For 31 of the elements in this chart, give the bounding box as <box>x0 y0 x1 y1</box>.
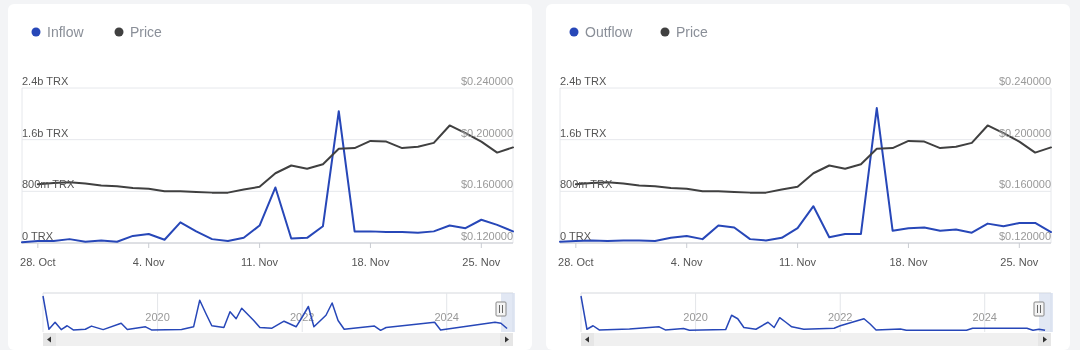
legend-label: Inflow <box>47 24 85 40</box>
x-tick-label: 2024 <box>434 311 459 323</box>
y-tick-label: 1.6b TRX <box>22 126 69 139</box>
x-tick-label: 2020 <box>683 311 708 323</box>
y-tick-label: 2.4b TRX <box>22 75 69 87</box>
legend-label: Price <box>130 24 163 40</box>
y-tick-label: 0 TRX <box>22 230 54 242</box>
x-tick-label: 18. Nov <box>351 256 390 268</box>
x-tick-label: 25. Nov <box>1000 256 1039 268</box>
y-tick-label: 0 TRX <box>560 230 592 242</box>
y2-tick-label: $0.240000 <box>999 75 1051 87</box>
legend-label: Outflow <box>585 24 634 40</box>
x-tick-label: 18. Nov <box>889 256 928 268</box>
x-tick-label: 4. Nov <box>670 256 704 268</box>
x-tick-label: 25. Nov <box>462 256 501 268</box>
x-tick-label: 4. Nov <box>132 256 166 268</box>
y2-tick-label: $0.160000 <box>999 178 1051 191</box>
x-tick-label: 2022 <box>828 311 853 323</box>
legend-label: Price <box>676 24 709 40</box>
y-tick-label: 1.6b TRX <box>560 126 607 139</box>
x-tick-label: 11. Nov <box>241 256 279 268</box>
x-tick-label: 2024 <box>972 311 997 323</box>
x-tick-label: 28. Oct <box>20 256 56 268</box>
x-tick-label: 2020 <box>145 311 170 323</box>
y-tick-label: 2.4b TRX <box>560 75 607 87</box>
y2-tick-label: $0.120000 <box>461 230 513 242</box>
x-tick-label: 28. Oct <box>558 256 594 268</box>
y2-tick-label: $0.160000 <box>461 178 513 191</box>
y2-tick-label: $0.240000 <box>461 75 513 87</box>
x-tick-label: 11. Nov <box>779 256 817 268</box>
y2-tick-label: $0.120000 <box>999 230 1051 242</box>
